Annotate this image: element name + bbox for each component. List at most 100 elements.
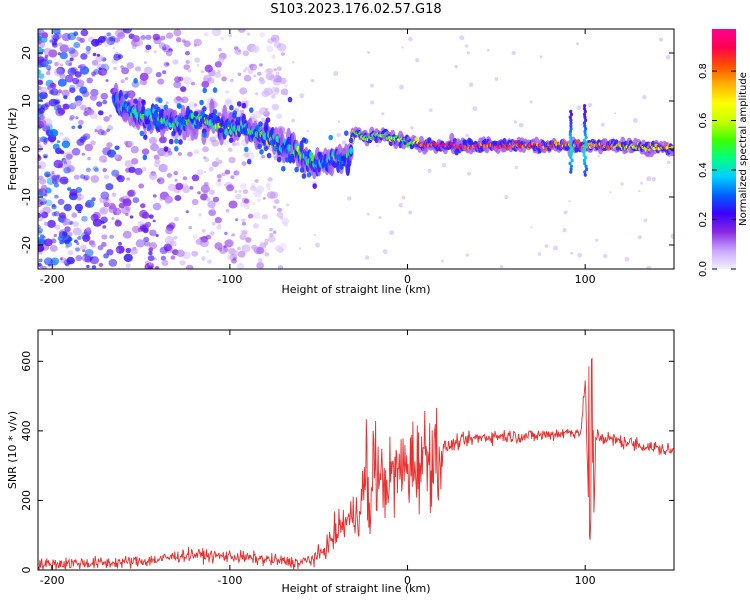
noise-blob — [96, 101, 103, 107]
noise-blob — [62, 231, 68, 237]
noise-blob — [38, 119, 47, 127]
noise-blob — [624, 256, 630, 262]
noise-blob — [105, 79, 109, 82]
noise-blob — [73, 31, 79, 36]
noise-blob — [53, 211, 60, 217]
noise-blob — [401, 46, 404, 49]
noise-blob — [38, 73, 45, 79]
noise-blob — [646, 265, 652, 269]
noise-blob — [38, 229, 42, 236]
noise-blob — [206, 64, 212, 69]
noise-blob — [511, 50, 516, 55]
noise-blob — [123, 141, 129, 145]
noise-blob — [91, 59, 99, 66]
noise-blob — [177, 152, 182, 156]
noise-blob — [310, 79, 315, 83]
noise-blob — [144, 49, 149, 53]
noise-blob — [200, 193, 208, 201]
colorbar-tick-label: 0.2 — [698, 212, 709, 228]
noise-blob — [54, 224, 61, 230]
noise-blob — [518, 122, 524, 128]
noise-blob — [122, 198, 132, 207]
noise-blob — [651, 177, 656, 182]
noise-blob — [276, 113, 283, 119]
noise-blob — [276, 66, 282, 72]
figure-title: S103.2023.176.02.57.G18 — [270, 2, 442, 17]
noise-blob — [164, 200, 170, 205]
noise-blob — [218, 247, 223, 252]
noise-blob — [53, 159, 63, 169]
noise-blob — [254, 179, 259, 183]
noise-blob — [131, 158, 139, 165]
noise-blob — [104, 201, 111, 208]
noise-blob — [259, 32, 266, 38]
noise-blob — [43, 221, 49, 226]
noise-blob — [170, 255, 176, 260]
noise-blob — [465, 134, 469, 138]
noise-blob — [90, 175, 100, 183]
noise-blob — [261, 154, 266, 159]
noise-blob — [266, 68, 274, 74]
noise-blob — [61, 140, 71, 149]
noise-blob — [235, 171, 240, 175]
noise-blob — [161, 259, 169, 266]
noise-blob — [75, 255, 83, 262]
noise-blob — [217, 223, 221, 227]
noise-blob — [465, 253, 469, 257]
noise-blob — [134, 167, 143, 176]
noise-blob — [235, 193, 242, 200]
noise-blob — [165, 50, 173, 57]
noise-blob — [250, 185, 257, 191]
noise-blob — [158, 42, 166, 49]
noise-blob — [148, 214, 154, 219]
noise-blob — [194, 38, 198, 43]
noise-blob — [408, 210, 413, 215]
noise-blob — [264, 252, 270, 257]
noise-blob — [130, 248, 138, 255]
noise-blob — [135, 239, 145, 248]
noise-blob — [255, 185, 265, 194]
noise-blob — [211, 29, 221, 37]
noise-blob — [68, 47, 76, 54]
noise-blob — [231, 142, 237, 147]
noise-blob — [155, 71, 162, 78]
noise-blob — [87, 106, 92, 110]
noise-blob — [173, 216, 179, 222]
noise-blob — [173, 235, 178, 240]
noise-blob — [74, 71, 82, 78]
noise-blob — [214, 216, 222, 224]
noise-blob — [79, 174, 86, 180]
noise-blob — [53, 233, 57, 238]
noise-blob — [113, 154, 119, 159]
noise-blob — [140, 224, 147, 231]
noise-blob — [464, 44, 469, 48]
noise-blob — [217, 69, 221, 74]
noise-blob — [41, 32, 49, 39]
noise-blob — [248, 63, 254, 69]
noise-blob — [38, 56, 45, 63]
x-tick-label: -100 — [217, 273, 242, 286]
noise-blob — [49, 244, 58, 252]
noise-blob — [266, 186, 271, 191]
noise-blob — [176, 96, 182, 101]
noise-blob — [120, 79, 125, 84]
noise-blob — [174, 178, 178, 182]
noise-blob — [204, 157, 210, 163]
noise-blob — [670, 233, 674, 239]
noise-blob — [200, 70, 204, 74]
noise-blob — [56, 140, 61, 144]
noise-blob — [98, 67, 102, 71]
noise-blob — [91, 265, 97, 269]
noise-blob — [80, 104, 87, 111]
noise-blob — [214, 242, 223, 250]
noise-blob — [82, 133, 91, 140]
noise-blob — [242, 97, 247, 102]
noise-blob — [207, 200, 216, 209]
noise-blob — [173, 29, 182, 37]
noise-blob — [51, 211, 57, 217]
noise-blob — [38, 199, 43, 208]
noise-blob — [270, 191, 279, 199]
noise-blob — [90, 140, 96, 146]
noise-blob — [91, 197, 96, 202]
noise-blob — [75, 116, 79, 120]
